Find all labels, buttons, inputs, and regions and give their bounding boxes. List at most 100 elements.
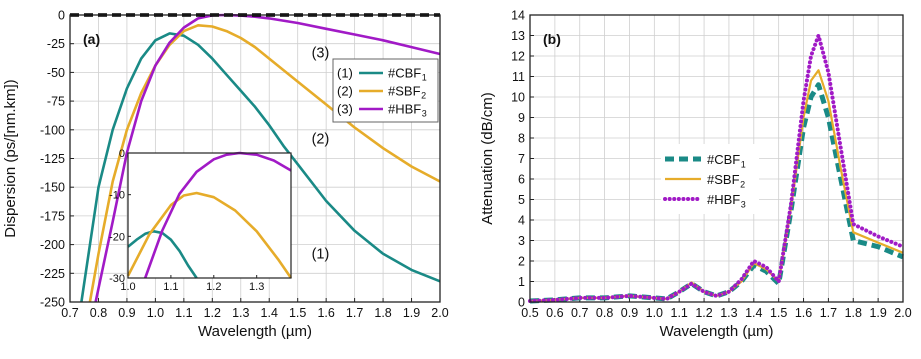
inset-y-tick-label: -10	[109, 190, 125, 202]
y-tick-label: 14	[511, 9, 525, 23]
y-tick-label: 13	[511, 29, 525, 43]
attenuation-y-axis-label: Attenuation (dB/cm)	[479, 92, 496, 225]
legend-subscript: 2	[740, 180, 745, 190]
panel-label-b: (b)	[543, 31, 561, 47]
legend-subscript: 2	[421, 91, 426, 101]
curve-annotation: (2)	[312, 132, 330, 148]
x-tick-label: 1.8	[374, 306, 391, 320]
legend-subscript: 3	[741, 200, 746, 210]
legend-subscript: 3	[422, 109, 427, 119]
x-tick-label: 0.5	[521, 306, 538, 320]
inset-y-tick-label: 0	[119, 148, 125, 160]
dispersion-x-axis-label: Wavelength (µm)	[198, 323, 312, 340]
y-tick-label: 4	[518, 214, 525, 228]
x-tick-label: 1.5	[289, 306, 306, 320]
y-tick-label: -25	[47, 37, 65, 51]
dispersion-inset: 1.0 1.1 1.2 1.3 0 -10 -20 -30	[109, 148, 293, 293]
y-tick-label: 1	[518, 275, 525, 289]
x-tick-label: 1.9	[403, 306, 420, 320]
legend-label: #HBF	[388, 102, 421, 117]
inset-x-tick-label: 1.1	[163, 281, 178, 293]
y-tick-label: -50	[47, 66, 65, 80]
dispersion-legend: (1) #CBF 1 (2) #SBF 2 (3) #HBF 3	[332, 58, 439, 123]
x-tick-label: 1.0	[147, 306, 164, 320]
y-tick-label: 6	[518, 173, 525, 187]
x-tick-label: 1.3	[232, 306, 249, 320]
x-tick-label: 0.6	[546, 306, 563, 320]
dispersion-chart: 0.7 0.8 0.9 1.0 1.1 1.2 1.3 1.4 1.5 1.6 1.7 1.8 1.9 2…	[2, 9, 449, 341]
x-tick-label: 1.6	[795, 306, 812, 320]
x-tick-label: 1.3	[720, 306, 737, 320]
y-tick-label: 2	[518, 255, 525, 269]
y-tick-label: -200	[40, 238, 65, 252]
y-tick-label: 9	[518, 111, 525, 125]
inset-background	[128, 153, 291, 278]
x-tick-label: 2.0	[894, 306, 911, 320]
y-tick-label: 0	[58, 9, 65, 23]
x-tick-label: 1.8	[845, 306, 862, 320]
curve-annotation: (3)	[312, 45, 330, 61]
legend-label: #HBF	[707, 192, 740, 207]
y-tick-label: -150	[40, 181, 65, 195]
inset-x-tick-label: 1.0	[120, 281, 135, 293]
x-tick-label: 1.7	[820, 306, 837, 320]
inset-y-tick-label: -20	[109, 231, 125, 243]
inset-frame	[127, 152, 292, 279]
attenuation-chart: 0.5 0.6 0.7 0.8 0.9 1.0 1.1 1.2 1.3 1.4 1.5 1.6 1.7 1…	[479, 9, 912, 341]
y-tick-label: -225	[40, 267, 65, 281]
x-tick-label: 1.1	[671, 306, 688, 320]
attenuation-x-axis-label: Wavelength (µm)	[660, 323, 774, 340]
x-tick-label: 0.7	[571, 306, 588, 320]
legend-box	[332, 58, 439, 123]
inset-series-line-sbf	[126, 191, 293, 279]
y-tick-label: 7	[518, 152, 525, 166]
inset-x-tick-label: 1.3	[249, 281, 264, 293]
y-tick-label: 5	[518, 193, 525, 207]
x-tick-label: 0.8	[90, 306, 107, 320]
y-tick-label: -100	[40, 123, 65, 137]
x-tick-label: 1.2	[204, 306, 221, 320]
dispersion-y-axis-label: Dispersion (ps/[nm.km])	[2, 79, 19, 237]
legend-label: #CBF	[707, 152, 740, 167]
y-tick-label: -175	[40, 209, 65, 223]
legend-label: #CBF	[388, 66, 421, 81]
x-tick-label: 0.7	[61, 306, 78, 320]
x-tick-label: 1.7	[346, 306, 363, 320]
y-tick-label: 11	[512, 70, 525, 84]
legend-number: (2)	[337, 84, 353, 99]
legend-subscript: 1	[422, 73, 427, 83]
series-line-cbf	[80, 32, 441, 303]
series-line-hbf	[528, 33, 905, 303]
inset-series-line-hbf	[143, 151, 292, 279]
legend-subscript: 1	[741, 160, 746, 170]
series-line-sbf	[88, 23, 441, 303]
x-tick-label: 1.1	[175, 306, 192, 320]
legend-number: (1)	[337, 66, 353, 81]
x-tick-label: 1.5	[770, 306, 787, 320]
y-tick-label: 8	[518, 132, 525, 146]
dispersion-plot-frame	[69, 14, 441, 303]
y-tick-label: 0	[518, 296, 525, 310]
legend-label: #SBF	[388, 84, 421, 99]
x-tick-label: 1.0	[646, 306, 663, 320]
y-tick-label: 12	[511, 50, 525, 64]
x-tick-label: 1.2	[695, 306, 712, 320]
x-tick-label: 1.9	[869, 306, 886, 320]
y-tick-label: -250	[40, 296, 65, 310]
x-tick-label: 1.6	[317, 306, 334, 320]
x-tick-label: 1.4	[261, 306, 278, 320]
curve-annotation: (1)	[312, 246, 330, 262]
y-tick-label: -125	[40, 152, 65, 166]
y-tick-label: 3	[518, 234, 525, 248]
x-tick-label: 2.0	[431, 306, 448, 320]
inset-y-tick-label: -30	[109, 273, 125, 285]
x-tick-label: 0.9	[621, 306, 638, 320]
x-tick-label: 1.4	[745, 306, 762, 320]
attenuation-legend: #CBF 1#SBF 2#HBF 3	[661, 144, 759, 214]
x-tick-label: 0.8	[596, 306, 613, 320]
x-tick-label: 0.9	[118, 306, 135, 320]
y-tick-label: -75	[47, 95, 65, 109]
legend-number: (3)	[337, 102, 353, 117]
y-tick-label: 10	[511, 91, 525, 105]
